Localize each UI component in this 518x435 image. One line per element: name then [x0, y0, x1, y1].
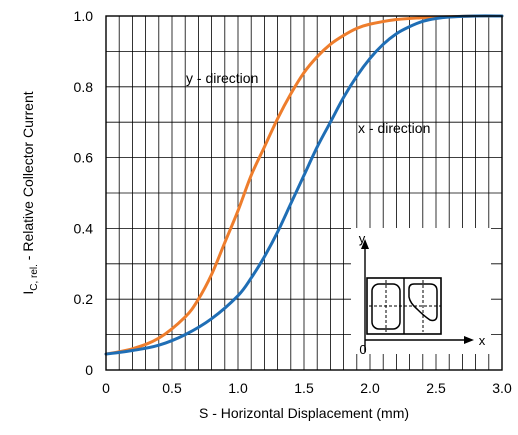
inset-x-arrow	[464, 336, 474, 344]
inset-y-axis-label: y	[359, 231, 366, 246]
x-tick-label: 2.0	[360, 380, 380, 396]
x-tick-label: 0	[102, 380, 110, 396]
inset-origin-label: 0	[359, 342, 366, 357]
x-axis-label: S - Horizontal Displacement (mm)	[199, 405, 409, 421]
inset-right-window	[408, 283, 438, 322]
y-tick-labels: 0 0.2 0.4 0.6 0.8 1.0	[74, 8, 94, 378]
x-tick-label: 1.5	[294, 380, 314, 396]
y-direction-label: y - direction	[186, 70, 258, 86]
y-tick-label: 0.2	[74, 291, 94, 307]
y-tick-label: 1.0	[74, 8, 94, 24]
series-line-x-direction	[104, 14, 504, 356]
y-axis-label-subscript: C, rel.	[29, 264, 40, 291]
inset-diagram: y x 0	[351, 228, 491, 357]
y-axis-label-suffix: - Relative Collector Current	[20, 91, 36, 264]
x-tick-label: 3.0	[492, 380, 512, 396]
x-tick-label: 0.5	[162, 380, 182, 396]
x-tick-label: 1.0	[228, 380, 248, 396]
x-tick-label: 2.5	[426, 380, 446, 396]
y-tick-label: 0.8	[74, 79, 94, 95]
series-line-y-direction	[104, 14, 504, 356]
y-tick-label: 0.6	[74, 150, 94, 166]
inset-y-arrow	[361, 239, 369, 249]
y-axis-label-prefix: I	[20, 291, 36, 295]
x-tick-labels: 0 0.5 1.0 1.5 2.0 2.5 3.0	[102, 380, 512, 396]
plot-frame	[105, 15, 503, 371]
y-tick-label: 0	[85, 362, 93, 378]
y-axis-label: IC, rel. - Relative Collector Current	[20, 91, 40, 294]
x-direction-label: x - direction	[358, 120, 430, 136]
inset-background	[351, 228, 491, 354]
y-tick-label: 0.4	[74, 220, 94, 236]
curves	[104, 14, 504, 356]
inset-x-axis-label: x	[479, 333, 486, 348]
